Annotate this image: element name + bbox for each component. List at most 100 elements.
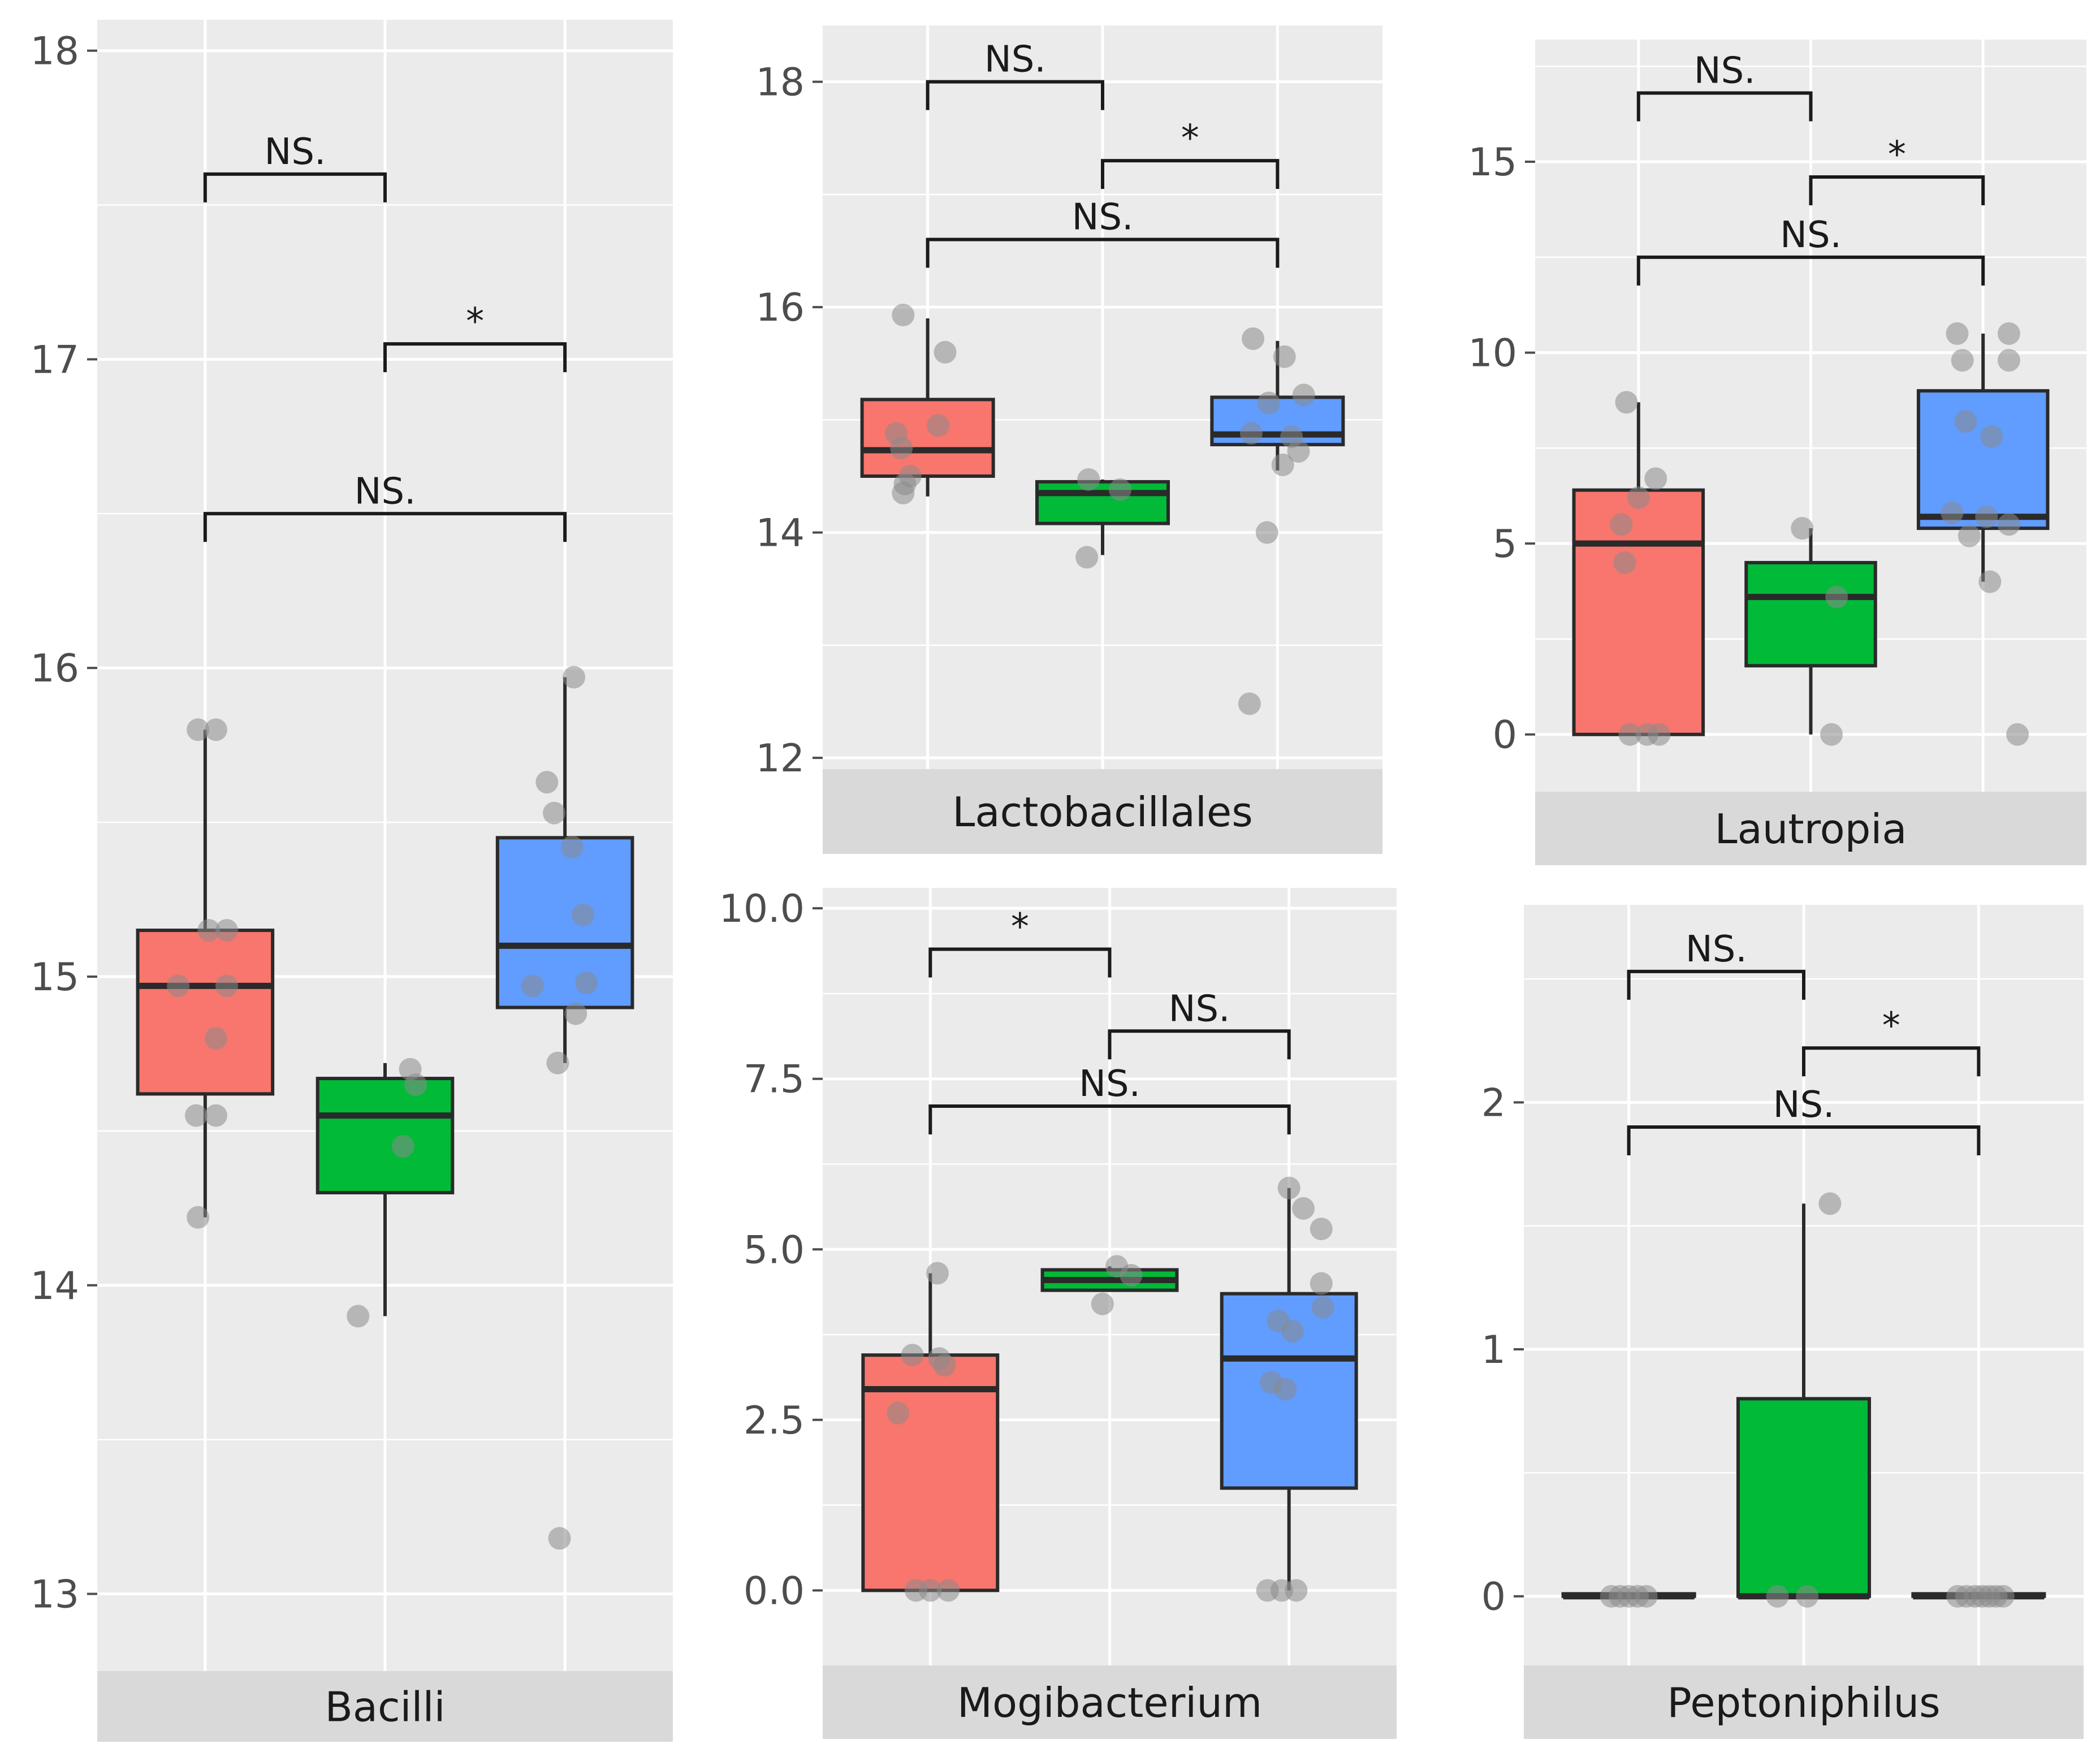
- significance-label: NS.: [1079, 1063, 1140, 1105]
- data-point: [543, 801, 566, 825]
- data-point: [575, 971, 598, 994]
- significance-bracket: [1627, 1125, 1981, 1156]
- data-point: [1951, 349, 1974, 372]
- data-point: [1277, 1176, 1300, 1199]
- significance-bracket: [383, 342, 567, 373]
- data-point: [571, 903, 594, 926]
- data-point: [901, 1344, 924, 1367]
- data-point: [560, 835, 584, 858]
- data-point: [1791, 517, 1814, 540]
- significance-bracket: [926, 238, 1280, 268]
- facet-strip: [1535, 792, 2086, 865]
- significance-bracket: [1802, 1046, 1981, 1077]
- box-group-1: [1561, 1585, 1696, 1608]
- data-point: [184, 1104, 208, 1127]
- data-point: [1285, 1579, 1308, 1602]
- data-point: [887, 1401, 910, 1425]
- data-point: [2006, 723, 2029, 746]
- significance-bracket: [1101, 159, 1280, 189]
- box-iqr: [1736, 1397, 1872, 1598]
- data-point: [1287, 440, 1310, 463]
- data-point: [1091, 1292, 1114, 1315]
- y-tick-label: 18: [30, 29, 79, 74]
- data-point: [1635, 1585, 1658, 1608]
- y-tick-label: 1: [1481, 1328, 1506, 1372]
- significance-label: NS.: [1169, 988, 1230, 1030]
- significance-label: NS.: [1694, 50, 1756, 92]
- y-tick-label: 7.5: [744, 1058, 805, 1102]
- significance-label: NS.: [1072, 197, 1134, 239]
- data-point: [1255, 521, 1278, 544]
- significance-label: *: [1011, 907, 1029, 948]
- facet-strip: [823, 769, 1382, 854]
- data-point: [1613, 551, 1636, 574]
- data-point: [521, 974, 544, 998]
- data-point: [204, 1104, 227, 1127]
- box-group-2: [1035, 468, 1170, 569]
- significance-label: NS.: [265, 131, 326, 173]
- data-point: [1239, 422, 1263, 445]
- box-group-2: [1736, 1192, 1872, 1608]
- data-point: [1796, 1585, 1819, 1608]
- data-point: [564, 1002, 587, 1025]
- data-point: [919, 1579, 942, 1602]
- box-iqr: [860, 398, 995, 478]
- y-tick-label: 13: [30, 1573, 79, 1617]
- data-point: [1310, 1272, 1333, 1295]
- data-point: [1238, 692, 1261, 715]
- significance-bracket: [1636, 91, 1813, 122]
- significance-bracket: [926, 80, 1104, 110]
- y-tick-label: 14: [755, 511, 805, 556]
- significance-bracket: [1627, 969, 1805, 1000]
- data-point: [391, 1135, 414, 1158]
- panel-peptoniphilus: 0 1 2 NS. * NS. Peptoniphilus: [1481, 905, 2084, 1739]
- data-point: [890, 437, 913, 460]
- box-group-2: [316, 1058, 455, 1328]
- data-point: [1954, 410, 1977, 433]
- data-point: [1980, 425, 2003, 448]
- data-point: [404, 1073, 427, 1096]
- data-point: [1292, 1197, 1315, 1220]
- panel-lactobacillales: 12 14 16 18 NS. * NS. Lactobacillales: [755, 25, 1382, 854]
- significance-bracket: [1108, 1029, 1291, 1060]
- panel-mogibacterium: 0.0 2.5 5.0 7.5 10.0 * NS. NS. Mogibacterium: [719, 887, 1397, 1739]
- facet-title: Mogibacterium: [957, 1679, 1262, 1727]
- box-iqr: [495, 836, 634, 1009]
- significance-label: NS.: [355, 471, 416, 512]
- y-tick-label: 16: [755, 286, 805, 330]
- y-tick-label: 0: [1493, 713, 1517, 758]
- data-point: [1991, 1585, 2015, 1608]
- data-point: [1281, 1319, 1304, 1343]
- data-point: [546, 1051, 569, 1074]
- data-point: [1120, 1264, 1143, 1287]
- data-point: [926, 1262, 949, 1285]
- data-point: [1075, 546, 1099, 569]
- box-group-2: [1040, 1255, 1179, 1315]
- data-point: [937, 1579, 960, 1602]
- significance-label: NS.: [984, 39, 1046, 81]
- data-point: [892, 481, 915, 504]
- data-point: [1946, 322, 1969, 345]
- data-point: [215, 919, 239, 942]
- y-tick-label: 10: [1468, 331, 1517, 376]
- box-group-1: [861, 1262, 1000, 1602]
- box-iqr: [861, 1353, 1000, 1592]
- y-tick-label: 5.0: [744, 1228, 805, 1272]
- data-point: [1818, 1192, 1842, 1215]
- y-tick-label: 17: [30, 338, 79, 382]
- significance-label: NS.: [1780, 214, 1842, 256]
- significance-label: *: [1888, 134, 1906, 176]
- data-point: [548, 1527, 571, 1550]
- data-point: [167, 974, 190, 998]
- box-group-3: [1220, 1176, 1358, 1602]
- data-point: [1997, 349, 2020, 372]
- data-point: [1766, 1585, 1789, 1608]
- y-tick-label: 0: [1481, 1575, 1506, 1620]
- facet-title: Lactobacillales: [952, 788, 1252, 836]
- data-point: [1242, 327, 1265, 350]
- box-group-1: [860, 304, 995, 504]
- data-point: [204, 1027, 227, 1050]
- y-tick-label: 5: [1493, 522, 1517, 567]
- significance-label: NS.: [1686, 929, 1747, 970]
